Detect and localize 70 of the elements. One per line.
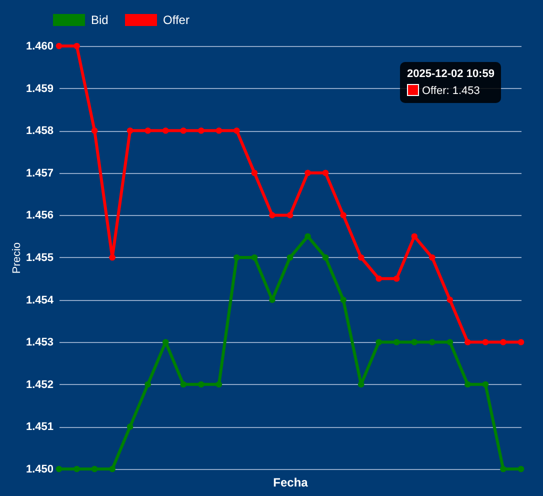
point xyxy=(251,170,258,176)
y-tick-label: 1.453 xyxy=(26,336,54,349)
point xyxy=(411,233,418,240)
point xyxy=(56,466,62,472)
point xyxy=(91,127,98,134)
point xyxy=(464,338,471,346)
point xyxy=(74,466,80,472)
point xyxy=(518,338,524,346)
y-axis-title: Precio xyxy=(10,242,23,274)
point xyxy=(216,127,222,134)
point xyxy=(126,127,134,134)
point xyxy=(109,254,116,261)
point xyxy=(428,254,436,261)
y-tick-label: 1.456 xyxy=(26,210,54,222)
point xyxy=(198,381,204,388)
point xyxy=(358,254,364,261)
annotation: Offer: 1.453 xyxy=(421,84,481,97)
point xyxy=(358,381,364,388)
point xyxy=(322,254,329,261)
point xyxy=(286,212,294,218)
point xyxy=(482,338,489,346)
point xyxy=(393,338,400,346)
y-tick-label: 1.459 xyxy=(26,82,54,95)
point xyxy=(340,212,346,218)
y-tick-label: 1.450 xyxy=(26,464,54,476)
point xyxy=(500,338,506,346)
point xyxy=(304,233,311,240)
point xyxy=(74,42,80,50)
point xyxy=(428,338,436,346)
y-tick-label: 1.452 xyxy=(26,378,54,391)
point xyxy=(109,466,116,472)
point xyxy=(251,254,258,261)
y-tick-label: 1.460 xyxy=(26,40,54,52)
point xyxy=(304,170,311,176)
x-axis-title: Fecha xyxy=(273,476,308,490)
point xyxy=(91,466,98,472)
point xyxy=(234,127,240,134)
point xyxy=(162,338,169,346)
point xyxy=(269,212,276,218)
legend-label: Bid xyxy=(91,13,108,27)
point xyxy=(198,127,204,134)
y-tick-label: 1.457 xyxy=(26,167,54,180)
point xyxy=(322,170,329,176)
point xyxy=(180,127,187,134)
point xyxy=(162,127,169,134)
point xyxy=(144,127,152,134)
point xyxy=(340,296,346,303)
point xyxy=(411,338,418,346)
point xyxy=(180,381,187,388)
legend-label: Offer xyxy=(163,13,190,27)
point xyxy=(500,466,506,472)
point xyxy=(286,254,294,261)
point xyxy=(518,466,524,472)
point xyxy=(126,424,134,430)
annotation: 2025-12-02 10:59 xyxy=(407,68,494,80)
point xyxy=(482,381,489,388)
y-tick-label: 1.458 xyxy=(26,125,54,138)
point xyxy=(393,275,400,282)
point xyxy=(446,296,454,303)
point xyxy=(376,338,382,346)
point xyxy=(446,338,454,346)
point xyxy=(376,275,382,282)
point xyxy=(216,381,222,388)
y-tick-label: 1.454 xyxy=(26,294,54,306)
point xyxy=(464,381,471,388)
point xyxy=(144,381,152,388)
point xyxy=(234,254,240,261)
y-tick-label: 1.455 xyxy=(26,252,54,264)
y-tick-label: 1.451 xyxy=(26,421,54,434)
point xyxy=(56,42,62,50)
